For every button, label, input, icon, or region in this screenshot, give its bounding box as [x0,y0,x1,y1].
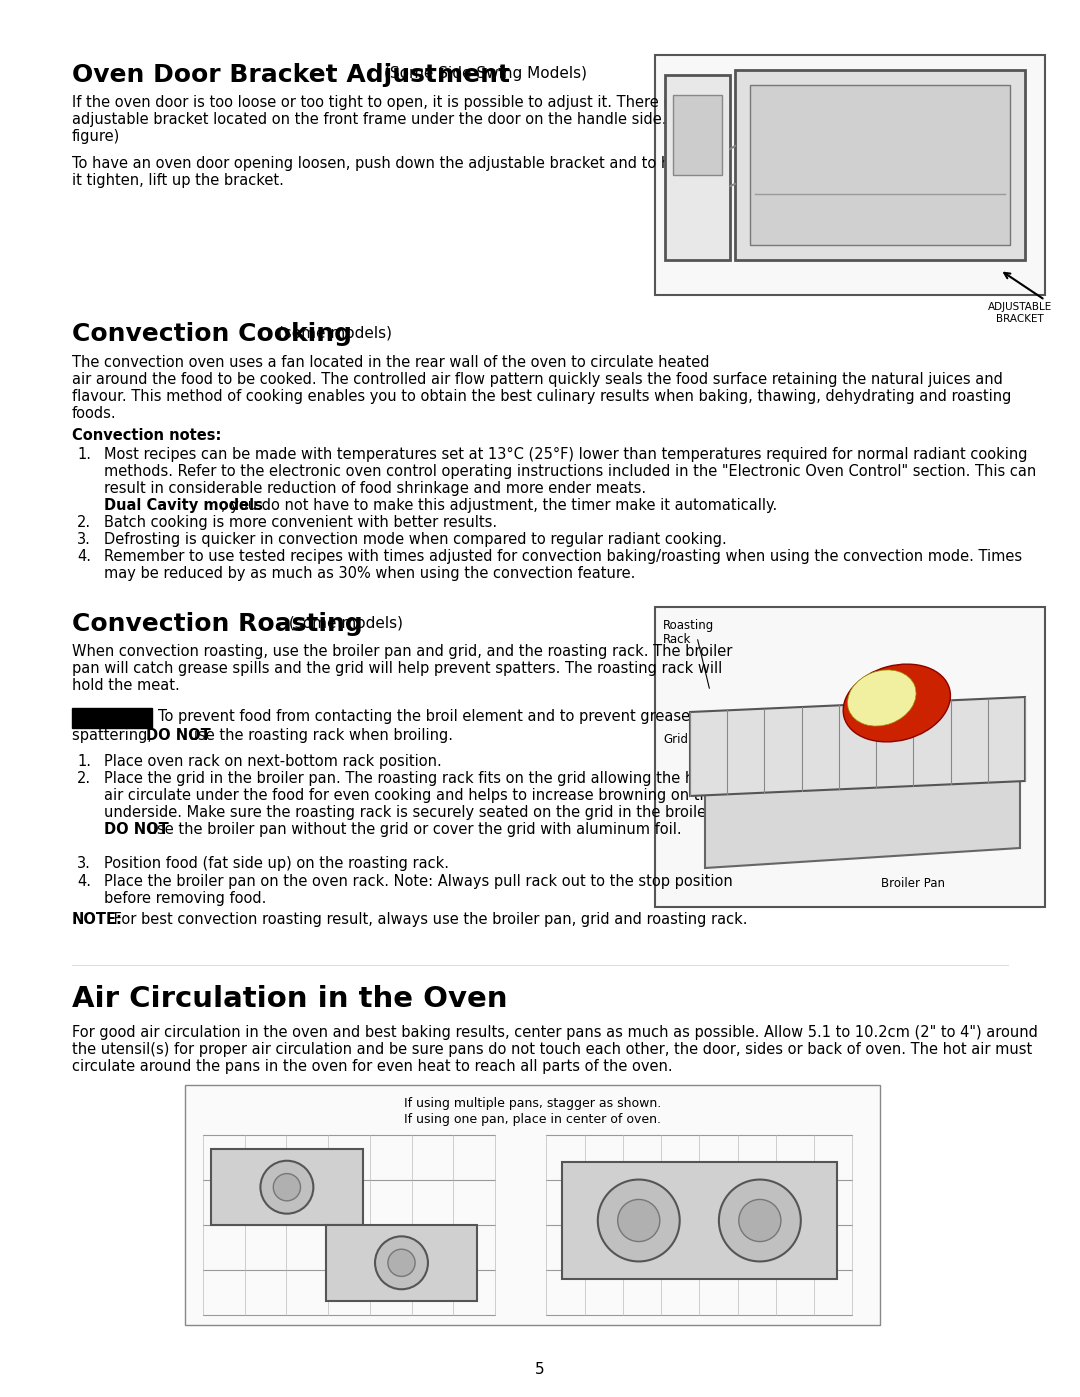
Circle shape [739,1200,781,1242]
Circle shape [260,1161,313,1214]
Text: 1.: 1. [77,754,91,768]
Text: Air Circulation in the Oven: Air Circulation in the Oven [72,985,508,1013]
Text: pan will catch grease spills and the grid will help prevent spatters. The roasti: pan will catch grease spills and the gri… [72,661,723,676]
Polygon shape [690,697,1025,796]
Text: Convection Cooking: Convection Cooking [72,321,352,346]
Bar [665,75,730,260]
Circle shape [598,1179,679,1261]
Bar [735,70,1025,260]
Text: Convection Roasting: Convection Roasting [72,612,363,636]
Text: may be reduced by as much as 30% when using the convection feature.: may be reduced by as much as 30% when us… [104,566,635,581]
Text: Most recipes can be made with temperatures set at 13°C (25°F) lower than tempera: Most recipes can be made with temperatur… [104,447,1027,462]
Text: Dual Cavity models: Dual Cavity models [104,497,262,513]
Text: For best convection roasting result, always use the broiler pan, grid and roasti: For best convection roasting result, alw… [109,912,747,928]
Text: result in considerable reduction of food shrinkage and more ender meats.: result in considerable reduction of food… [104,481,646,496]
Text: before removing food.: before removing food. [104,891,267,907]
Text: 2.: 2. [77,515,91,529]
Bar [185,1085,880,1324]
Text: Convection notes:: Convection notes: [72,427,221,443]
Bar [750,85,1010,244]
Text: Rack: Rack [663,633,691,645]
Text: 2.: 2. [77,771,91,787]
Text: NOTE:: NOTE: [72,912,123,928]
Text: air circulate under the food for even cooking and helps to increase browning on : air circulate under the food for even co… [104,788,718,803]
Polygon shape [705,743,1020,868]
Text: If the oven door is too loose or too tight to open, it is possible to adjust it.: If the oven door is too loose or too tig… [72,95,699,110]
Text: Defrosting is quicker in convection mode when compared to regular radiant cookin: Defrosting is quicker in convection mode… [104,532,727,548]
Circle shape [388,1249,415,1277]
Text: foods.: foods. [72,407,117,420]
Bar [325,1225,477,1301]
Bar [72,708,152,728]
Text: 3.: 3. [77,856,91,870]
Text: methods. Refer to the electronic oven control operating instructions included in: methods. Refer to the electronic oven co… [104,464,1036,479]
Text: DO NOT: DO NOT [146,728,211,743]
Text: , you do not have to make this adjustment, the timer make it automatically.: , you do not have to make this adjustmen… [221,497,778,513]
Text: Remember to use tested recipes with times adjusted for convection baking/roastin: Remember to use tested recipes with time… [104,549,1022,564]
Text: adjustable bracket located on the front frame under the door on the handle side.: adjustable bracket located on the front … [72,112,703,127]
Text: (some models): (some models) [284,615,403,630]
Text: 3.: 3. [77,532,91,548]
Text: 4.: 4. [77,549,91,564]
Text: flavour. This method of cooking enables you to obtain the best culinary results : flavour. This method of cooking enables … [72,388,1011,404]
Text: If using multiple pans, stagger as shown.: If using multiple pans, stagger as shown… [404,1097,661,1111]
Text: spattering,: spattering, [72,728,157,743]
Text: Grid: Grid [663,733,688,746]
Text: Broiler Pan: Broiler Pan [881,877,945,890]
Text: air around the food to be cooked. The controlled air flow pattern quickly seals : air around the food to be cooked. The co… [72,372,1003,387]
Text: Oven Door Bracket Adjustment: Oven Door Bracket Adjustment [72,63,510,87]
Text: use the roasting rack when broiling.: use the roasting rack when broiling. [184,728,453,743]
Ellipse shape [848,671,916,726]
Circle shape [618,1200,660,1242]
Text: 1.: 1. [77,447,91,462]
Text: Position food (fat side up) on the roasting rack.: Position food (fat side up) on the roast… [104,856,449,870]
Text: To prevent food from contacting the broil element and to prevent grease: To prevent food from contacting the broi… [158,710,690,724]
Text: The convection oven uses a fan located in the rear wall of the oven to circulate: The convection oven uses a fan located i… [72,355,710,370]
Text: Place the grid in the broiler pan. The roasting rack fits on the grid allowing t: Place the grid in the broiler pan. The r… [104,771,737,787]
Bar [562,1162,837,1280]
Text: Batch cooking is more convenient with better results.: Batch cooking is more convenient with be… [104,515,497,529]
Text: Place oven rack on next-bottom rack position.: Place oven rack on next-bottom rack posi… [104,754,442,768]
Text: Place the broiler pan on the oven rack. Note: Always pull rack out to the stop p: Place the broiler pan on the oven rack. … [104,875,732,888]
Text: DO NOT: DO NOT [104,821,168,837]
Text: For good air circulation in the oven and best baking results, center pans as muc: For good air circulation in the oven and… [72,1025,1038,1039]
Bar [654,54,1045,295]
Text: circulate around the pans in the oven for even heat to reach all parts of the ov: circulate around the pans in the oven fo… [72,1059,673,1074]
Circle shape [375,1236,428,1289]
Text: hold the meat.: hold the meat. [72,678,179,693]
Text: To have an oven door opening loosen, push down the adjustable bracket and to hav: To have an oven door opening loosen, pus… [72,156,697,172]
Text: use the broiler pan without the grid or cover the grid with aluminum foil.: use the broiler pan without the grid or … [143,821,681,837]
Ellipse shape [843,664,950,742]
Bar [654,608,1045,907]
Text: ADJUSTABLE
BRACKET: ADJUSTABLE BRACKET [988,302,1052,324]
Text: Roasting: Roasting [663,619,714,631]
Text: ⚠ CAUTION: ⚠ CAUTION [76,710,150,724]
Bar [211,1150,363,1225]
Text: (some models): (some models) [273,326,392,339]
Text: the utensil(s) for proper air circulation and be sure pans do not touch each oth: the utensil(s) for proper air circulatio… [72,1042,1032,1058]
Text: When convection roasting, use the broiler pan and grid, and the roasting rack. T: When convection roasting, use the broile… [72,644,732,659]
Text: 4.: 4. [77,875,91,888]
Text: figure): figure) [72,129,120,144]
Text: it tighten, lift up the bracket.: it tighten, lift up the bracket. [72,173,284,189]
Text: (Some Side Swing Models): (Some Side Swing Models) [384,66,588,81]
Circle shape [719,1179,800,1261]
Text: 5: 5 [536,1362,544,1377]
Bar [673,95,723,175]
Text: If using one pan, place in center of oven.: If using one pan, place in center of ove… [404,1113,661,1126]
Circle shape [273,1173,300,1201]
Text: underside. Make sure the roasting rack is securely seated on the grid in the bro: underside. Make sure the roasting rack i… [104,805,750,820]
